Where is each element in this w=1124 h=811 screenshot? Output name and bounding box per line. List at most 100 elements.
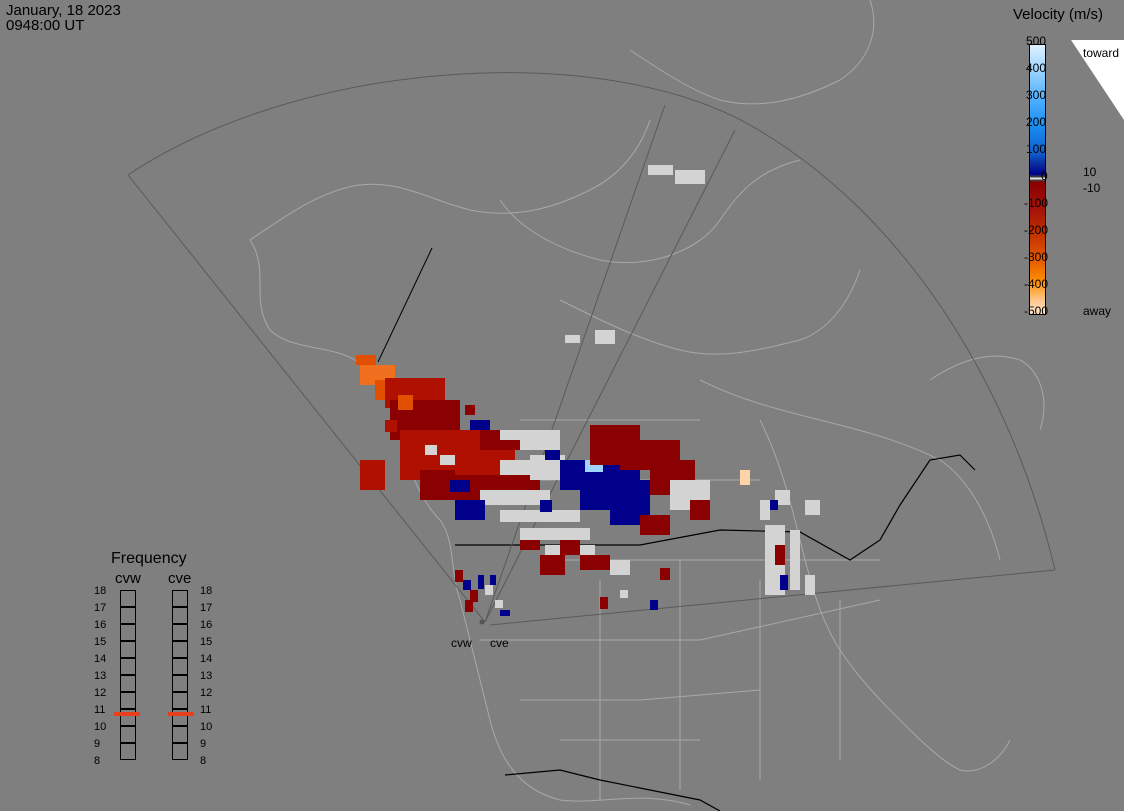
- frequency-level-label: 14: [200, 653, 213, 665]
- velocity-cell: [480, 490, 550, 505]
- frequency-level-label: 12: [200, 687, 213, 699]
- velocity-cell: [495, 600, 503, 608]
- velocity-cell: [565, 335, 580, 343]
- frequency-box-cve: [172, 743, 188, 760]
- tick-400: 400: [1026, 61, 1047, 75]
- velocity-cell: [540, 500, 552, 512]
- frequency-box-cvw: [120, 641, 136, 658]
- frequency-box-cve: [172, 590, 188, 607]
- velocity-cell: [620, 590, 628, 598]
- tick-neg500: -500: [1024, 304, 1049, 318]
- frequency-box-cvw: [120, 624, 136, 641]
- frequency-level-label: 13: [200, 670, 213, 682]
- tick-100: 100: [1026, 142, 1047, 156]
- frequency-col-cvw: cvw: [115, 570, 141, 587]
- frequency-box-cve: [172, 658, 188, 675]
- frequency-level-label: 16: [94, 619, 107, 631]
- velocity-cell: [675, 170, 705, 184]
- velocity-cell: [648, 165, 673, 175]
- velocity-cell: [805, 575, 815, 595]
- frequency-box-cvw: [120, 658, 136, 675]
- frequency-box-cvw: [120, 607, 136, 624]
- velocity-cell: [520, 528, 590, 540]
- beam-line: [377, 247, 433, 363]
- radar-label-cve: cve: [490, 636, 509, 650]
- velocity-cell: [780, 575, 788, 590]
- tick-neg10: -10: [1083, 181, 1101, 195]
- frequency-box-cvw: [120, 692, 136, 709]
- velocity-cell: [470, 420, 490, 430]
- frequency-marker-east: [168, 711, 194, 716]
- frequency-box-cve: [172, 709, 188, 726]
- tick-300: 300: [1026, 88, 1047, 102]
- frequency-level-label: 10: [200, 721, 213, 733]
- time-label: 0948:00 UT: [6, 17, 85, 34]
- velocity-cell: [775, 490, 790, 505]
- velocity-cell: [600, 597, 608, 609]
- velocity-cell: [500, 460, 535, 475]
- radar-site-cvw: [479, 619, 485, 625]
- frequency-level-label: 8: [200, 755, 207, 767]
- velocity-cell: [385, 420, 397, 432]
- velocity-cell: [775, 545, 785, 565]
- frequency-box-cvw: [120, 675, 136, 692]
- velocity-cell: [545, 450, 560, 460]
- tick-200: 200: [1026, 115, 1047, 129]
- velocity-cell: [500, 430, 520, 440]
- velocity-cell: [500, 510, 580, 522]
- velocity-cell: [580, 555, 610, 570]
- velocity-cell: [770, 500, 778, 510]
- us-mexico-border: [504, 769, 721, 811]
- velocity-cell: [440, 455, 455, 465]
- frequency-level-label: 15: [94, 636, 107, 648]
- frequency-box-cve: [172, 692, 188, 709]
- frequency-level-label: 15: [200, 636, 213, 648]
- frequency-box-cve: [172, 624, 188, 641]
- velocity-cell: [465, 405, 475, 415]
- colorbar-title: Velocity (m/s): [1013, 6, 1104, 23]
- tick-neg300: -300: [1024, 250, 1049, 264]
- frequency-level-label: 16: [200, 619, 213, 631]
- tick-pos10: 10: [1083, 165, 1097, 179]
- velocity-cell: [500, 610, 510, 616]
- frequency-level-label: 9: [94, 738, 101, 750]
- frequency-level-label: 18: [200, 585, 213, 597]
- velocity-cell: [485, 585, 493, 595]
- tick-neg400: -400: [1024, 277, 1049, 291]
- velocity-cell: [520, 540, 540, 550]
- velocity-cell: [465, 600, 473, 612]
- field-of-view: [127, 72, 1056, 626]
- frequency-box-cvw: [120, 743, 136, 760]
- velocity-cell: [690, 500, 710, 520]
- velocity-cell: [650, 600, 658, 610]
- velocity-cell: [760, 500, 770, 520]
- label-toward: toward: [1083, 46, 1120, 60]
- velocity-cell: [360, 460, 385, 490]
- velocity-cell: [425, 445, 437, 455]
- frequency-box-cve: [172, 607, 188, 624]
- frequency-level-label: 17: [200, 602, 213, 614]
- tick-0: 0: [1041, 169, 1048, 183]
- frequency-level-label: 12: [94, 687, 107, 699]
- velocity-cell: [463, 580, 471, 590]
- velocity-cell: [455, 570, 463, 582]
- frequency-title: Frequency: [111, 550, 187, 567]
- frequency-level-label: 17: [94, 602, 107, 614]
- frequency-level-label: 10: [94, 721, 107, 733]
- velocity-cell: [450, 480, 470, 492]
- frequency-box-cvw: [120, 726, 136, 743]
- colorbar: [1029, 44, 1046, 315]
- frequency-box-cvw: [120, 709, 136, 726]
- frequency-marker-west: [114, 711, 140, 716]
- velocity-scatter: [356, 165, 820, 616]
- velocity-cell: [470, 590, 478, 602]
- velocity-cell: [790, 530, 800, 590]
- frequency-level-label: 18: [94, 585, 107, 597]
- frequency-level-label: 8: [94, 755, 101, 767]
- velocity-cell: [356, 355, 376, 365]
- coastlines: [249, 0, 1045, 806]
- tick-neg200: -200: [1024, 223, 1049, 237]
- velocity-cell: [520, 430, 560, 450]
- velocity-cell: [540, 555, 565, 575]
